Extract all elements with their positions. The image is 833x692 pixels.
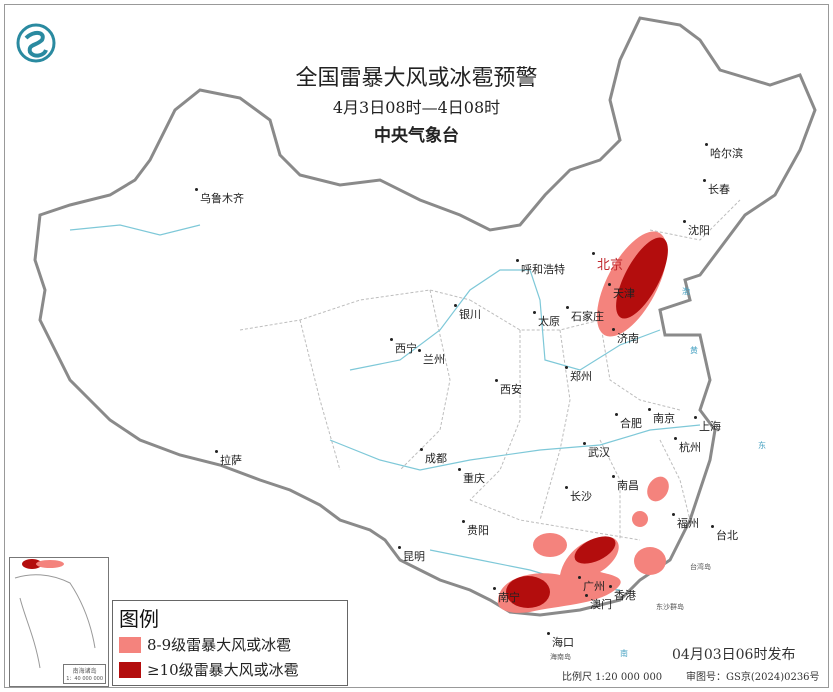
city-label: 台北	[711, 525, 738, 542]
rivers	[69, 224, 701, 591]
inset-label: 南海诸岛	[72, 668, 97, 675]
sea-label: 南	[620, 649, 628, 658]
city-label: 兰州	[418, 349, 445, 366]
legend-title: 图例	[119, 607, 159, 631]
legend: 图例 8-9级雷暴大风或冰雹 ≥10级雷暴大风或冰雹	[112, 600, 348, 686]
sea-label: 渤	[682, 287, 690, 296]
legend-item: ≥10级雷暴大风或冰雹	[119, 659, 299, 680]
city-label: 上海	[694, 416, 721, 433]
south-china-sea-inset: 南海诸岛 1：40 000 000	[9, 557, 109, 687]
city-label: 香港	[609, 585, 636, 602]
city-label: 贵阳	[462, 520, 489, 537]
city-label: 西宁	[390, 338, 417, 355]
city-label: 广州	[578, 576, 605, 593]
city-label: 昆明	[398, 546, 425, 563]
city-label: 武汉	[583, 442, 610, 459]
city-label: 西安	[495, 379, 522, 396]
warning-area-10-guangxi	[506, 576, 550, 608]
warning-area-8-9-jiangxi	[647, 476, 669, 502]
inset-scale: 1：40 000 000	[66, 676, 103, 682]
city-label: 重庆	[458, 468, 485, 485]
city-label: 拉萨	[215, 450, 242, 467]
city-label: 南宁	[493, 587, 520, 604]
country-border	[33, 16, 817, 617]
city-label: 哈尔滨	[705, 143, 743, 160]
warning-area-8-9-fujian	[634, 547, 666, 575]
legend-item: 8-9级雷暴大风或冰雹	[119, 634, 291, 655]
city-label: 天津	[608, 283, 635, 300]
review-number: 审图号：GS京(2024)0236号	[686, 672, 820, 683]
warning-area-8-9-jiangxi-2	[632, 511, 648, 527]
city-label: 石家庄	[566, 306, 604, 323]
city-label: 乌鲁木齐	[195, 188, 244, 205]
city-label: 郑州	[565, 366, 592, 383]
legend-label: ≥10级雷暴大风或冰雹	[147, 661, 299, 679]
island-label: 台湾岛	[690, 563, 711, 571]
sea-label: 黄	[690, 346, 698, 355]
map-frame	[4, 4, 829, 688]
city-label-capital: 北京	[591, 252, 623, 273]
city-label: 长春	[703, 179, 730, 196]
legend-swatch	[119, 661, 141, 678]
city-label: 澳门	[585, 594, 612, 611]
city-label: 沈阳	[683, 220, 710, 237]
city-label: 合肥	[615, 413, 642, 430]
legend-label: 8-9级雷暴大风或冰雹	[147, 636, 292, 654]
issue-time: 04月03日06时发布	[672, 647, 796, 663]
inset-map	[14, 559, 96, 669]
warning-area-10-guangdong	[574, 536, 616, 564]
city-label: 长沙	[565, 486, 592, 503]
warning-areas	[497, 231, 669, 613]
city-label: 福州	[672, 513, 699, 530]
map-scale: 比例尺 1:20 000 000	[562, 672, 663, 683]
city-label: 杭州	[674, 437, 701, 454]
city-label: 太原	[533, 311, 560, 328]
map-title: 全国雷暴大风或冰雹预警	[295, 66, 538, 91]
city-label: 南京	[648, 408, 675, 425]
map-period: 4月3日08时—4日08时	[332, 98, 501, 117]
city-label: 海口	[547, 632, 574, 649]
island-label: 东沙群岛	[656, 603, 684, 611]
warning-area-8-9-guangxi-north	[533, 533, 567, 557]
city-label: 呼和浩特	[516, 259, 565, 276]
city-label: 南昌	[612, 475, 639, 492]
map-issuer: 中央气象台	[374, 126, 459, 146]
island-label: 海南岛	[550, 653, 571, 661]
city-label: 银川	[454, 304, 481, 321]
warning-area-10-north	[616, 237, 668, 319]
city-label: 济南	[612, 328, 639, 345]
sea-label: 东	[758, 441, 766, 450]
city-label: 成都	[420, 448, 447, 465]
cma-logo-icon	[16, 23, 56, 63]
legend-swatch	[119, 636, 141, 653]
